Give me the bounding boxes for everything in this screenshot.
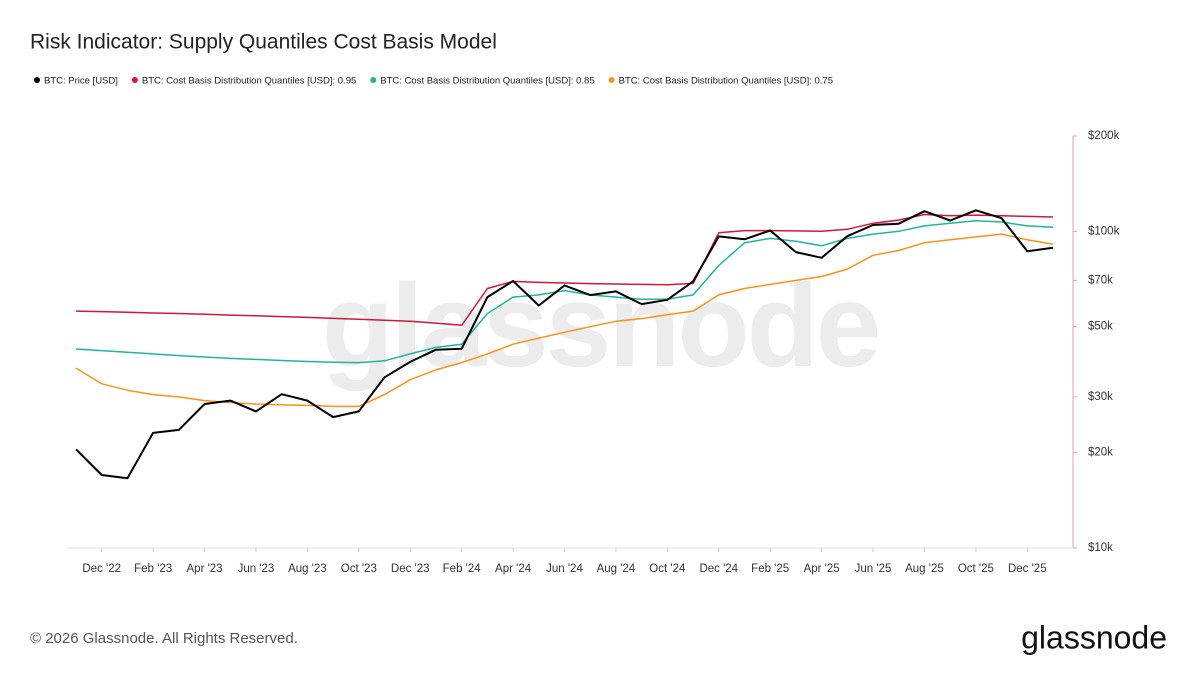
series-line [75, 233, 1054, 408]
x-tick-label: Dec '22 [82, 563, 121, 575]
legend-marker [608, 77, 615, 83]
legend-label: BTC: Price [USD] [44, 76, 118, 87]
x-tick-label: Feb '25 [751, 563, 789, 575]
y-tick-label: $20k [1088, 447, 1113, 459]
legend-label: BTC: Cost Basis Distribution Quantiles [… [619, 76, 833, 87]
x-tick-label: Oct '23 [341, 563, 377, 575]
x-tick-label: Apr '25 [804, 563, 840, 575]
series-line [75, 213, 1054, 327]
legend-label: BTC: Cost Basis Distribution Quantiles [… [142, 76, 356, 87]
x-tick-label: Jun '25 [855, 563, 892, 575]
x-tick-label: Feb '24 [443, 563, 482, 575]
x-tick-label: Apr '24 [495, 563, 532, 575]
y-tick-label: $200k [1088, 130, 1120, 142]
legend-marker [34, 77, 40, 83]
series-line [75, 209, 1054, 480]
x-tick-label: Feb '23 [134, 563, 172, 575]
y-tick-label: $50k [1088, 321, 1113, 333]
x-tick-label: Jun '24 [546, 563, 583, 575]
x-tick-label: Dec '24 [699, 563, 738, 575]
y-tick-label: $100k [1088, 225, 1120, 237]
x-tick-label: Dec '25 [1008, 563, 1047, 575]
x-tick-label: Aug '25 [905, 563, 944, 575]
legend-marker [131, 77, 138, 83]
x-tick-label: Aug '24 [597, 563, 636, 575]
x-tick-label: Oct '25 [958, 563, 994, 575]
x-tick-label: Oct '24 [649, 563, 686, 575]
x-tick-label: Aug '23 [288, 563, 327, 575]
legend-label: BTC: Cost Basis Distribution Quantiles [… [380, 76, 594, 87]
chart-title: Risk Indicator: Supply Quantiles Cost Ba… [30, 31, 497, 54]
legend-marker [370, 77, 377, 83]
y-tick-label: $10k [1088, 542, 1113, 554]
y-tick-label: $70k [1088, 274, 1113, 286]
copyright: © 2026 Glassnode. All Rights Reserved. [30, 630, 298, 647]
x-tick-label: Jun '23 [238, 563, 275, 575]
legend: BTC: Price [USD] BTC: Cost Basis Distribu… [34, 76, 833, 87]
series-line [75, 219, 1054, 364]
x-tick-label: Dec '23 [391, 563, 430, 575]
logo: glassnode [1021, 619, 1167, 655]
x-tick-label: Apr '23 [187, 563, 223, 575]
y-tick-label: $30k [1088, 391, 1113, 403]
